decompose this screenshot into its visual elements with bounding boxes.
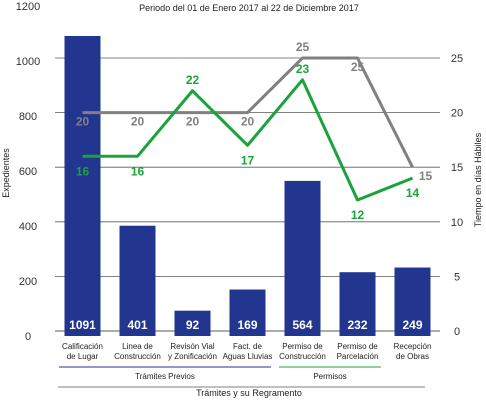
y-tick-label: 800 [19,111,37,123]
group-label: Permisos [313,372,346,381]
bar [394,267,431,336]
y2-tick-label: 25 [451,53,463,65]
category-label: y Zonificación [168,352,217,361]
line-value-label: 12 [351,208,365,222]
y-tick-label: 400 [19,221,37,233]
category-label: Fact. de [233,342,262,351]
series-line [82,78,414,202]
x-axis-label: Trámites y su Regramento [196,388,302,398]
y2-tick-label: 10 [451,217,463,229]
y2-tick-label: 0 [454,326,460,338]
category-label: Calificación [62,342,103,351]
line-value-label: 25 [351,60,365,74]
groups: Trámites Previos Permisos [59,366,381,381]
line-value-label: 20 [241,115,255,129]
line-value-label: 20 [186,115,200,129]
bar-value-label: 92 [186,318,200,332]
bars: 1091 401 92 169 564 232 249 [64,35,431,336]
category-label: Parcelación [337,352,379,361]
category-label: de Obras [396,352,429,361]
bar-value-label: 564 [292,318,312,332]
bar [229,289,266,336]
bar-value-label: 169 [237,318,257,332]
category-label: Construcción [279,352,326,361]
right-axis-ticks: 0 5 10 15 20 25 [451,53,463,338]
y2-tick-label: 5 [454,271,460,283]
bar [64,35,101,336]
bar-value-label: 232 [347,318,367,332]
bar-value-label: 401 [127,318,147,332]
y2-tick-label: 15 [451,162,463,174]
y-tick-label: 1000 [16,56,40,68]
bar [174,310,211,336]
lines: 20 20 20 20 25 25 15 16 16 22 17 23 12 14 [76,40,433,222]
y2-tick-label: 20 [451,108,463,120]
bar [339,272,376,336]
line-value-label: 25 [296,40,310,54]
line-value-label: 22 [186,73,200,87]
line-value-label: 23 [296,62,310,76]
series-line [82,56,414,168]
line-value-label: 14 [406,186,420,200]
line-value-label: 20 [131,115,145,129]
line-value-label: 16 [131,164,145,178]
line-value-label: 16 [76,164,90,178]
category-label: Aguas Lluvias [223,352,273,361]
chart-title: Periodo del 01 de Enero 2017 al 22 de Di… [139,3,359,13]
y-tick-label: 0 [25,331,31,343]
bar-value-label: 1091 [69,318,96,332]
line-value-label: 20 [76,115,90,129]
category-label: Permiso de [282,342,323,351]
line-value-label: 15 [419,169,433,183]
bar [284,180,321,336]
y-tick-label: 600 [19,166,37,178]
y2-axis-label: Tiempo en días Hábiles [473,132,483,227]
y-axis-label: Expedientes [1,148,11,198]
category-label: Construcción [114,352,161,361]
category-label: Recepción [394,342,432,351]
category-label: de Lugar [67,352,99,361]
group-label: Trámites Previos [135,372,195,381]
category-label: Linea de [122,342,153,351]
line-value-label: 17 [241,153,255,167]
y-tick-label: 200 [19,276,37,288]
y-tick-label: 1200 [16,1,40,13]
category-label: Permiso de [337,342,378,351]
category-label: Revisón Vial [170,342,215,351]
bar [119,225,156,336]
left-axis-ticks: 0 200 400 600 800 1000 1200 [16,1,40,343]
bar-value-label: 249 [402,318,422,332]
